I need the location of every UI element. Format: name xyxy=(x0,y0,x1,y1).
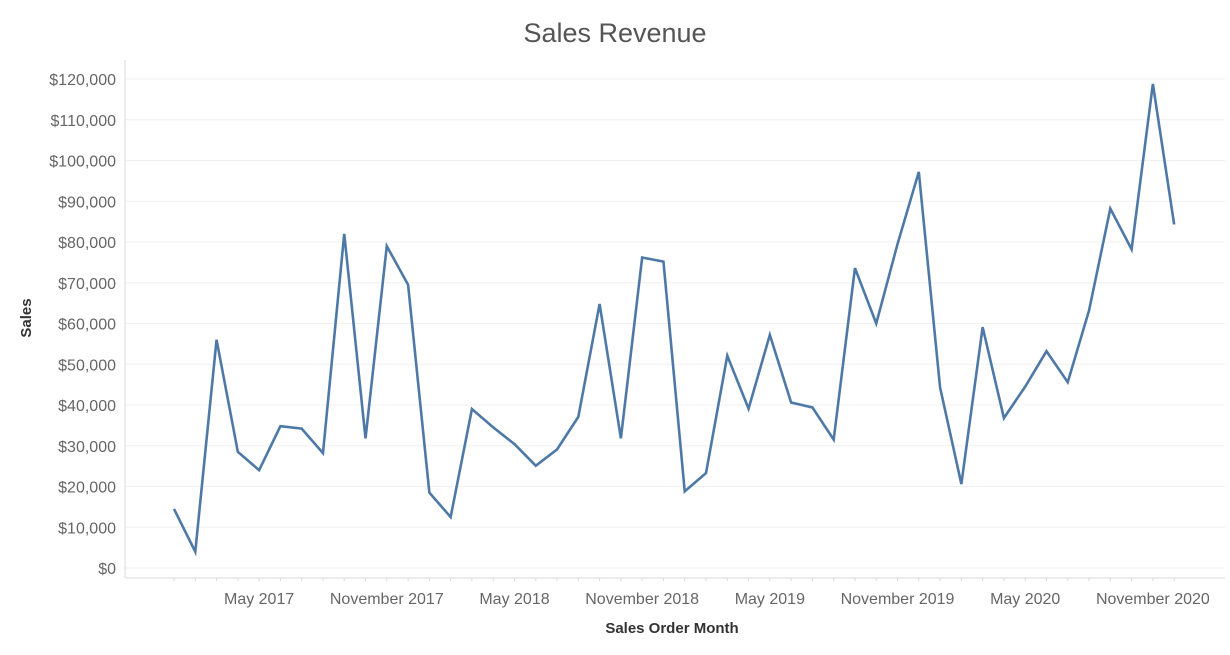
data-point[interactable] xyxy=(764,329,776,341)
x-axis-label: Sales Order Month xyxy=(605,620,738,637)
data-point[interactable] xyxy=(849,262,861,274)
y-tick-label: $40,000 xyxy=(58,398,116,415)
x-tick-label: November 2020 xyxy=(1096,591,1210,608)
data-point[interactable] xyxy=(508,438,520,450)
y-tick-label: $10,000 xyxy=(58,520,116,537)
data-point[interactable] xyxy=(253,464,265,476)
data-point[interactable] xyxy=(423,487,435,499)
x-tick-label: November 2019 xyxy=(841,591,955,608)
data-point[interactable] xyxy=(721,350,733,362)
data-point[interactable] xyxy=(892,238,904,250)
data-point[interactable] xyxy=(594,298,606,310)
data-point[interactable] xyxy=(1019,381,1031,393)
data-point[interactable] xyxy=(1168,218,1180,230)
data-point[interactable] xyxy=(402,279,414,291)
data-point[interactable] xyxy=(998,412,1010,424)
data-point[interactable] xyxy=(168,503,180,515)
data-point[interactable] xyxy=(381,240,393,252)
data-point[interactable] xyxy=(530,460,542,472)
data-point[interactable] xyxy=(1083,304,1095,316)
y-tick-label: $0 xyxy=(98,561,116,578)
data-point[interactable] xyxy=(743,403,755,415)
y-tick-label: $80,000 xyxy=(58,235,116,252)
chart-title: Sales Revenue xyxy=(523,18,706,48)
y-axis-label: Sales xyxy=(18,298,35,337)
data-point[interactable] xyxy=(1040,345,1052,357)
x-axis-ticks: May 2017 November 2017 May 2018 November 20… xyxy=(173,578,1210,608)
y-tick-label: $120,000 xyxy=(49,72,116,89)
data-point[interactable] xyxy=(274,420,286,432)
data-point[interactable] xyxy=(1147,78,1159,90)
data-point[interactable] xyxy=(934,381,946,393)
y-tick-label: $20,000 xyxy=(58,480,116,497)
y-tick-label: $30,000 xyxy=(58,439,116,456)
data-point[interactable] xyxy=(1126,243,1138,255)
data-point[interactable] xyxy=(913,166,925,178)
x-tick-label: May 2019 xyxy=(735,591,805,608)
data-point[interactable] xyxy=(700,467,712,479)
gridlines xyxy=(125,78,1225,569)
data-point[interactable] xyxy=(360,432,372,444)
data-point[interactable] xyxy=(189,546,201,558)
data-point[interactable] xyxy=(828,434,840,446)
y-tick-label: $100,000 xyxy=(49,154,116,171)
y-tick-label: $60,000 xyxy=(58,317,116,334)
data-point[interactable] xyxy=(232,446,244,458)
data-point[interactable] xyxy=(211,334,223,346)
data-point[interactable] xyxy=(806,401,818,413)
data-point[interactable] xyxy=(679,485,691,497)
sales-series-line xyxy=(172,83,1176,557)
data-point[interactable] xyxy=(785,397,797,409)
data-point[interactable] xyxy=(1104,203,1116,215)
x-tick-label: May 2018 xyxy=(479,591,549,608)
data-point[interactable] xyxy=(317,447,329,459)
y-tick-label: $70,000 xyxy=(58,276,116,293)
y-tick-label: $50,000 xyxy=(58,357,116,374)
data-point[interactable] xyxy=(977,321,989,333)
data-point[interactable] xyxy=(445,511,457,523)
data-point[interactable] xyxy=(551,443,563,455)
y-axis-ticks: $0 $10,000 $20,000 $30,000 $40,000 $50,000 $60… xyxy=(49,72,116,578)
data-point[interactable] xyxy=(1062,376,1074,388)
data-point[interactable] xyxy=(615,432,627,444)
data-point[interactable] xyxy=(657,256,669,268)
data-point[interactable] xyxy=(338,228,350,240)
data-point[interactable] xyxy=(296,423,308,435)
data-point[interactable] xyxy=(572,411,584,423)
series-layer xyxy=(168,78,1180,558)
x-tick-label: May 2020 xyxy=(990,591,1060,608)
y-tick-label: $110,000 xyxy=(50,113,116,130)
x-tick-label: November 2017 xyxy=(330,591,444,608)
x-tick-label: May 2017 xyxy=(224,591,294,608)
data-point[interactable] xyxy=(466,403,478,415)
data-point[interactable] xyxy=(870,318,882,330)
data-point[interactable] xyxy=(487,421,499,433)
data-point[interactable] xyxy=(955,478,967,490)
data-point[interactable] xyxy=(636,251,648,263)
x-tick-label: November 2018 xyxy=(585,591,699,608)
y-tick-label: $90,000 xyxy=(58,194,116,211)
